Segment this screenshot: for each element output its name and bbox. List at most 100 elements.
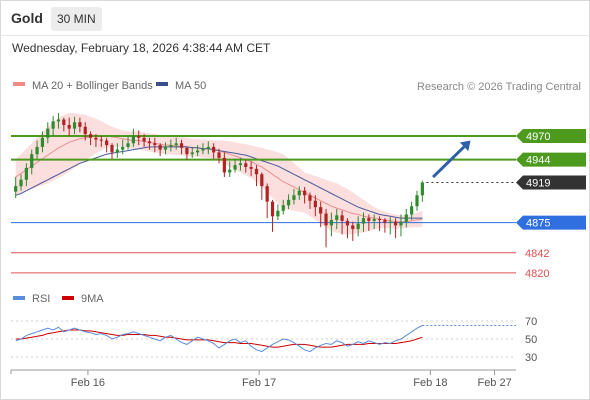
candle-body [158, 145, 162, 150]
candle-body [56, 119, 61, 122]
rsi-tick-label: 50 [525, 334, 537, 346]
candle-body [99, 139, 103, 141]
candle-body [228, 169, 232, 173]
candle-body [372, 219, 376, 221]
candle-body [67, 124, 71, 129]
candle-body [174, 143, 178, 146]
candle-body [62, 119, 66, 125]
legend-swatch [13, 82, 25, 86]
level-tag [516, 152, 586, 167]
candle-body [265, 186, 269, 202]
candle-body [121, 146, 125, 150]
x-tick-label: Feb 18 [413, 377, 447, 389]
candle-body [367, 218, 371, 221]
timeframe-button[interactable]: 30 MIN [51, 7, 102, 31]
candle-body [393, 221, 398, 226]
candle-body [179, 143, 184, 148]
datetime-label: Wednesday, February 18, 2026 4:38:44 AM … [12, 41, 271, 55]
candle-body [410, 206, 414, 215]
x-tick-label: Feb 16 [71, 377, 105, 389]
legend-label: MA 20 + Bollinger Bands [32, 80, 153, 92]
candle-body [185, 147, 189, 155]
candle-body [281, 205, 285, 211]
candle-body [115, 149, 119, 153]
level-label: 4970 [526, 131, 550, 143]
candle-body [292, 195, 296, 200]
candle-body [313, 200, 317, 208]
candle-body [137, 135, 141, 138]
candle-body [335, 215, 339, 220]
candle-body [72, 122, 77, 129]
candle-body [276, 210, 280, 217]
level-label: 4842 [525, 248, 549, 260]
x-tick-label: Feb 17 [242, 377, 276, 389]
candle-body [340, 215, 344, 221]
candle-body [270, 201, 275, 217]
candle-body [388, 221, 392, 223]
rsi-legend-label: RSI [32, 293, 50, 305]
candle-body [88, 134, 93, 138]
candle-body [286, 199, 291, 206]
candle-body [233, 165, 237, 170]
candle-body [356, 223, 360, 230]
candle-body [78, 122, 82, 127]
candle-body [105, 140, 109, 146]
rsi-tick-label: 30 [525, 352, 537, 364]
candle-body [147, 141, 152, 144]
candle-body [201, 148, 205, 151]
research-credit: Research © 2026 Trading Central [417, 81, 581, 93]
level-tag [516, 175, 586, 190]
header-divider [0, 35, 590, 36]
candle-body [190, 152, 194, 155]
candle-body [51, 121, 55, 129]
candle-body [142, 137, 146, 142]
candle-body [377, 219, 382, 221]
candle-body [254, 168, 259, 175]
candle-body [126, 143, 130, 147]
rsi-line [15, 325, 423, 353]
candle-body [46, 128, 50, 138]
rsi-legend-swatch [62, 296, 74, 300]
candle-body [30, 154, 34, 168]
candle-body [14, 186, 18, 192]
candle-body [404, 214, 408, 222]
rsi-ma-line [15, 329, 423, 348]
symbol-title: Gold [11, 10, 43, 26]
candle-body [361, 218, 366, 224]
x-tick-label: Feb 27 [477, 377, 511, 389]
candle-body [163, 146, 168, 150]
candle-body [329, 219, 333, 226]
projection-arrow-shaft [432, 145, 466, 179]
level-label: 4820 [525, 268, 549, 280]
candle-body [303, 190, 307, 196]
candle-body [351, 225, 355, 230]
candle-body [131, 135, 136, 144]
candle-body [319, 207, 323, 214]
candle-body [169, 145, 173, 147]
legend-label: MA 50 [175, 80, 206, 92]
level-tag [516, 128, 586, 143]
candle-body [24, 167, 28, 180]
projection-arrow-head [459, 140, 471, 152]
level-label: 4875 [526, 218, 550, 230]
candle-body [308, 195, 312, 201]
candle-body [35, 146, 39, 155]
rsi-tick-label: 70 [525, 316, 537, 328]
legend-swatch [156, 82, 168, 86]
level-tag [516, 215, 586, 230]
candle-body [83, 126, 87, 135]
bollinger-band [15, 113, 423, 235]
candle-body [249, 166, 253, 169]
candle-body [153, 143, 157, 146]
header-bar: Gold 30 MIN [0, 0, 590, 36]
candle-body [212, 146, 216, 153]
candle-body [399, 221, 403, 226]
candle-body [383, 219, 387, 223]
candle-body [40, 137, 45, 147]
candle-body [238, 163, 243, 166]
candle-body [244, 163, 248, 167]
rsi-legend-swatch [13, 296, 25, 300]
candle-body [19, 179, 23, 187]
candle-body [345, 220, 350, 226]
